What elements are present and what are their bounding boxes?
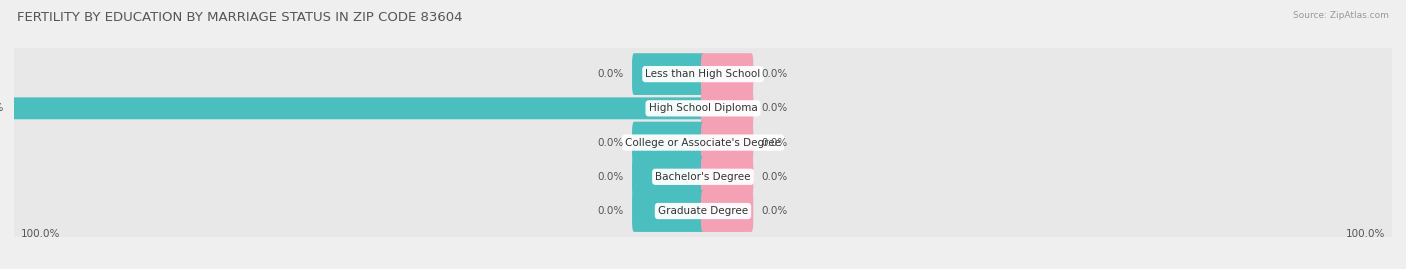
FancyBboxPatch shape	[633, 53, 704, 95]
Text: Graduate Degree: Graduate Degree	[658, 206, 748, 216]
Text: 0.0%: 0.0%	[598, 172, 624, 182]
Text: 0.0%: 0.0%	[762, 137, 787, 148]
Text: 0.0%: 0.0%	[762, 206, 787, 216]
Text: College or Associate's Degree: College or Associate's Degree	[626, 137, 780, 148]
Text: High School Diploma: High School Diploma	[648, 103, 758, 113]
Text: 100.0%: 100.0%	[0, 103, 4, 113]
Text: Bachelor's Degree: Bachelor's Degree	[655, 172, 751, 182]
Text: 0.0%: 0.0%	[598, 69, 624, 79]
FancyBboxPatch shape	[0, 181, 1406, 241]
FancyBboxPatch shape	[702, 122, 754, 164]
FancyBboxPatch shape	[0, 44, 1406, 104]
Text: 0.0%: 0.0%	[598, 137, 624, 148]
FancyBboxPatch shape	[633, 156, 704, 198]
FancyBboxPatch shape	[0, 113, 1406, 172]
Text: Source: ZipAtlas.com: Source: ZipAtlas.com	[1294, 11, 1389, 20]
Text: 100.0%: 100.0%	[21, 229, 60, 239]
Text: FERTILITY BY EDUCATION BY MARRIAGE STATUS IN ZIP CODE 83604: FERTILITY BY EDUCATION BY MARRIAGE STATU…	[17, 11, 463, 24]
FancyBboxPatch shape	[702, 156, 754, 198]
FancyBboxPatch shape	[14, 97, 703, 119]
Text: Less than High School: Less than High School	[645, 69, 761, 79]
FancyBboxPatch shape	[633, 122, 704, 164]
Text: 0.0%: 0.0%	[762, 103, 787, 113]
FancyBboxPatch shape	[702, 190, 754, 232]
FancyBboxPatch shape	[702, 53, 754, 95]
FancyBboxPatch shape	[0, 79, 1406, 138]
FancyBboxPatch shape	[702, 87, 754, 129]
Text: 100.0%: 100.0%	[1346, 229, 1385, 239]
Text: 0.0%: 0.0%	[762, 172, 787, 182]
Text: 0.0%: 0.0%	[598, 206, 624, 216]
Text: 0.0%: 0.0%	[762, 69, 787, 79]
FancyBboxPatch shape	[633, 190, 704, 232]
FancyBboxPatch shape	[0, 147, 1406, 207]
